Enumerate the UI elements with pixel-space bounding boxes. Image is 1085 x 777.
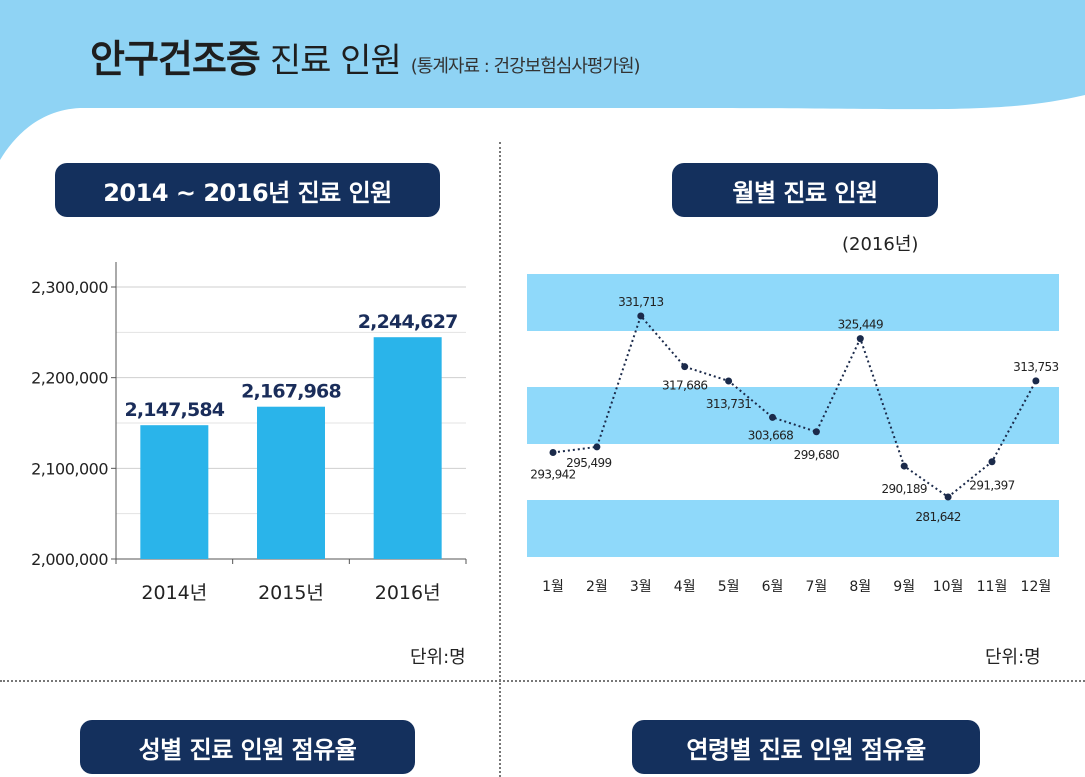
- bar-2015년: [257, 406, 325, 559]
- line-value-label: 313,731: [706, 397, 751, 411]
- line-value-label: 303,668: [748, 428, 793, 442]
- line-point-5월: [725, 377, 733, 385]
- bar-value-label: 2,244,627: [358, 311, 458, 333]
- bar-value-label: 2,147,584: [124, 399, 224, 421]
- line-xtick-label: 12월: [1021, 579, 1052, 595]
- bar-unit-label: 단위:명: [410, 647, 466, 668]
- line-xtick-label: 2월: [586, 579, 608, 595]
- vertical-divider: [499, 142, 501, 777]
- line-value-label: 295,499: [566, 456, 611, 470]
- age-section-title: 연령별 진료 인원 점유율: [632, 720, 980, 774]
- line-point-10월: [944, 493, 952, 501]
- line-xtick-label: 5월: [718, 579, 740, 595]
- line-point-12월: [1032, 377, 1040, 385]
- bar-ytick-label: 2,300,000: [31, 278, 108, 297]
- bar-xtick-label: 2015년: [258, 582, 324, 604]
- line-background-band: [527, 500, 1059, 557]
- line-value-label: 291,397: [969, 479, 1014, 493]
- line-value-label: 290,189: [881, 482, 926, 496]
- bar-xtick-label: 2016년: [375, 582, 441, 604]
- line-point-2월: [593, 443, 601, 451]
- title-source: (통계자료 : 건강보험심사평가원): [410, 56, 641, 77]
- header-banner: [0, 0, 1085, 160]
- line-point-4월: [681, 363, 689, 371]
- line-point-9월: [900, 462, 908, 470]
- line-value-label: 313,753: [1013, 360, 1058, 374]
- line-background-band: [527, 274, 1059, 331]
- bar-xtick-label: 2014년: [141, 582, 207, 604]
- line-xtick-label: 1월: [542, 579, 564, 595]
- line-xtick-label: 6월: [762, 579, 784, 595]
- bar-2016년: [373, 337, 442, 559]
- line-chart: 293,942 1월 295,499 2월 331,713 3월 317,686 4월 313,…: [527, 274, 1059, 595]
- title-subtitle: 진료 인원: [269, 41, 402, 81]
- bar-2014년: [140, 425, 209, 559]
- line-xtick-label: 8월: [849, 579, 871, 595]
- line-value-label: 317,686: [662, 379, 707, 393]
- line-section-title: 월별 진료 인원: [672, 163, 938, 217]
- line-point-11월: [988, 458, 996, 466]
- line-point-7월: [812, 428, 820, 436]
- line-unit-label: 단위:명: [985, 647, 1041, 668]
- line-xtick-label: 11월: [977, 579, 1008, 595]
- line-xtick-label: 9월: [893, 579, 915, 595]
- line-value-label: 299,680: [794, 448, 839, 462]
- bar-ytick-label: 2,000,000: [31, 550, 108, 569]
- line-background-band: [527, 387, 1059, 444]
- line-series-path: [552, 313, 1037, 499]
- line-xtick-label: 4월: [674, 579, 696, 595]
- bar-ytick-label: 2,100,000: [31, 459, 108, 478]
- bar-ytick-label: 2,200,000: [31, 369, 108, 388]
- gender-section-title: 성별 진료 인원 점유율: [80, 720, 415, 774]
- line-point-3월: [637, 312, 645, 320]
- bar-section-title: 2014 ~ 2016년 진료 인원: [55, 163, 440, 217]
- page-title: 안구건조증 진료 인원 (통계자료 : 건강보험심사평가원): [90, 28, 641, 83]
- line-xtick-label: 7월: [806, 579, 828, 595]
- line-value-label: 293,942: [530, 468, 575, 482]
- line-xtick-label: 3월: [630, 579, 652, 595]
- bar-value-label: 2,167,968: [241, 381, 341, 403]
- title-main-text: 안구건조증: [90, 37, 261, 81]
- line-point-6월: [769, 413, 776, 421]
- line-value-label: 331,713: [618, 295, 663, 309]
- line-point-1월: [549, 449, 557, 457]
- line-year-note: (2016년): [842, 234, 919, 255]
- line-value-label: 281,642: [915, 510, 960, 524]
- line-xtick-label: 10월: [933, 579, 964, 595]
- bar-chart: 2,000,000 2,100,000 2,200,000 2,300,000 2,14…: [31, 262, 467, 604]
- line-point-8월: [856, 335, 864, 343]
- line-value-label: 325,449: [838, 318, 883, 332]
- horizontal-divider: [0, 680, 1085, 682]
